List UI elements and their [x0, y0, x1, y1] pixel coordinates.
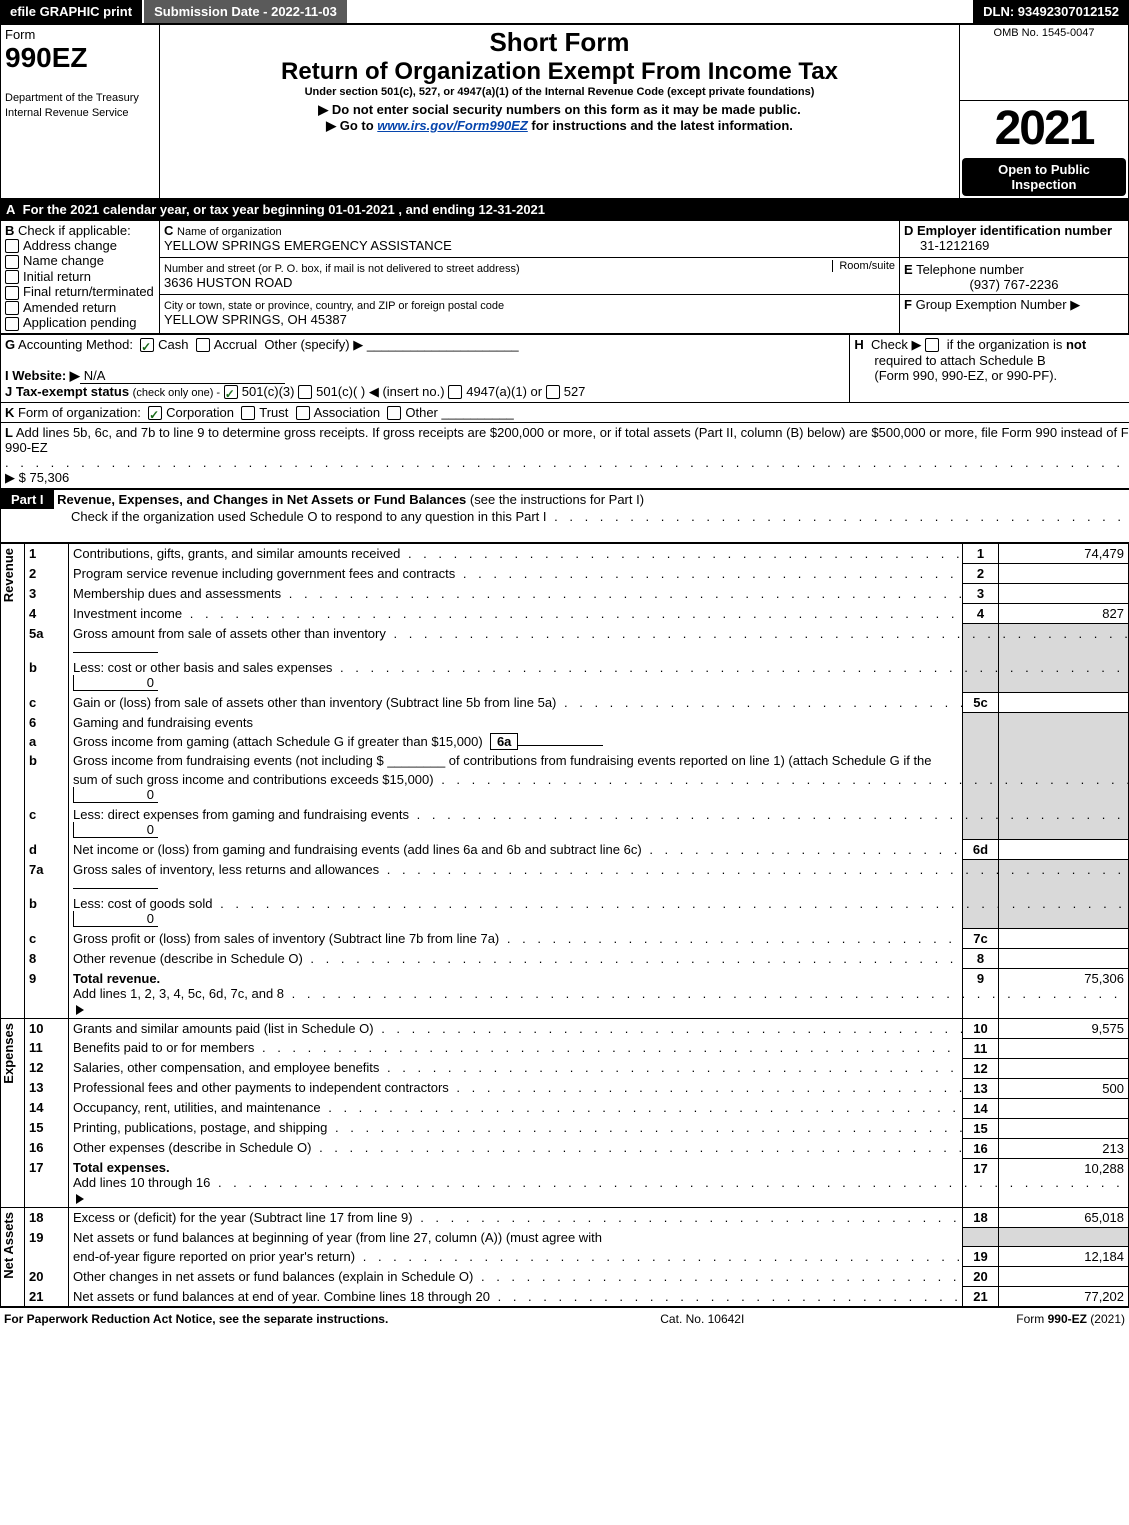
chk-other-org[interactable] — [387, 406, 401, 420]
ein: 31-1212169 — [904, 238, 989, 253]
chk-cash[interactable] — [140, 338, 154, 352]
expenses-section: Expenses — [1, 1019, 23, 1088]
part1-label: Part I — [1, 490, 54, 509]
part1-lines: Revenue 1Contributions, gifts, grants, a… — [0, 543, 1129, 1307]
line-10-val: 9,575 — [999, 1018, 1129, 1038]
revenue-section: Revenue — [1, 544, 23, 606]
line-19-val: 12,184 — [999, 1247, 1129, 1267]
tax-year: 2021 — [960, 101, 1128, 156]
goto-line: ▶ Go to www.irs.gov/Form990EZ for instru… — [164, 118, 955, 134]
chk-association[interactable] — [296, 406, 310, 420]
chk-527[interactable] — [546, 385, 560, 399]
line-13-val: 500 — [999, 1078, 1129, 1098]
line-a: A For the 2021 calendar year, or tax yea… — [0, 199, 1129, 220]
chk-final-return[interactable] — [5, 286, 19, 300]
city-state-zip: YELLOW SPRINGS, OH 45387 — [164, 312, 347, 327]
chk-amended-return[interactable] — [5, 301, 19, 315]
phone: (937) 767-2236 — [904, 277, 1124, 292]
org-info-block: B Check if applicable: Address change Na… — [0, 220, 1129, 334]
line-4-val: 827 — [999, 604, 1129, 624]
part1-header: Part I Revenue, Expenses, and Changes in… — [0, 489, 1129, 543]
chk-address-change[interactable] — [5, 239, 19, 253]
chk-accrual[interactable] — [196, 338, 210, 352]
chk-501c[interactable] — [298, 385, 312, 399]
line-16-val: 213 — [999, 1138, 1129, 1158]
chk-initial-return[interactable] — [5, 270, 19, 284]
form-number: 990EZ — [5, 42, 88, 73]
chk-corporation[interactable] — [148, 406, 162, 420]
ghijkl-block: G Accounting Method: Cash Accrual Other … — [0, 334, 1129, 490]
chk-name-change[interactable] — [5, 255, 19, 269]
form-word: Form — [5, 27, 35, 42]
chk-trust[interactable] — [241, 406, 255, 420]
short-form-title: Short Form — [164, 27, 955, 58]
website: N/A — [80, 368, 286, 384]
arrow-icon — [76, 1194, 84, 1204]
b-label: Check if applicable: — [18, 223, 131, 238]
irs-link[interactable]: www.irs.gov/Form990EZ — [377, 118, 528, 133]
org-name: YELLOW SPRINGS EMERGENCY ASSISTANCE — [164, 238, 452, 253]
chk-app-pending[interactable] — [5, 317, 19, 331]
street-address: 3636 HUSTON ROAD — [164, 275, 292, 290]
efile-print-button[interactable]: efile GRAPHIC print — [0, 0, 144, 23]
gross-receipts: 75,306 — [29, 470, 69, 485]
line-21-val: 77,202 — [999, 1287, 1129, 1307]
form-header: Form 990EZ Department of the Treasury In… — [0, 24, 1129, 199]
line-6c-sub: 0 — [73, 822, 158, 838]
under-section: Under section 501(c), 527, or 4947(a)(1)… — [164, 86, 955, 98]
submission-date: Submission Date - 2022-11-03 — [144, 0, 349, 23]
line-5b-sub: 0 — [73, 675, 158, 691]
arrow-icon — [76, 1005, 84, 1015]
chk-4947[interactable] — [448, 385, 462, 399]
main-title: Return of Organization Exempt From Incom… — [164, 58, 955, 86]
dln: DLN: 93492307012152 — [973, 0, 1129, 23]
paperwork-notice: For Paperwork Reduction Act Notice, see … — [4, 1312, 388, 1326]
chk-501c3[interactable] — [224, 385, 238, 399]
top-bar: efile GRAPHIC print Submission Date - 20… — [0, 0, 1129, 24]
line-18-val: 65,018 — [999, 1208, 1129, 1228]
omb-no: OMB No. 1545-0047 — [960, 25, 1129, 101]
chk-schedule-b[interactable] — [925, 338, 939, 352]
form-footer-id: Form 990-EZ (2021) — [1016, 1312, 1125, 1326]
page-footer: For Paperwork Reduction Act Notice, see … — [0, 1307, 1129, 1330]
line-1-val: 74,479 — [999, 544, 1129, 564]
net-assets-section: Net Assets — [1, 1208, 23, 1283]
dept-treasury: Department of the Treasury Internal Reve… — [5, 92, 139, 119]
cat-no: Cat. No. 10642I — [660, 1312, 744, 1326]
ssn-note: ▶ Do not enter social security numbers o… — [164, 102, 955, 118]
line-6b-sub: 0 — [73, 787, 158, 803]
line-7b-sub: 0 — [73, 911, 158, 927]
open-inspection: Open to Public Inspection — [962, 158, 1126, 196]
